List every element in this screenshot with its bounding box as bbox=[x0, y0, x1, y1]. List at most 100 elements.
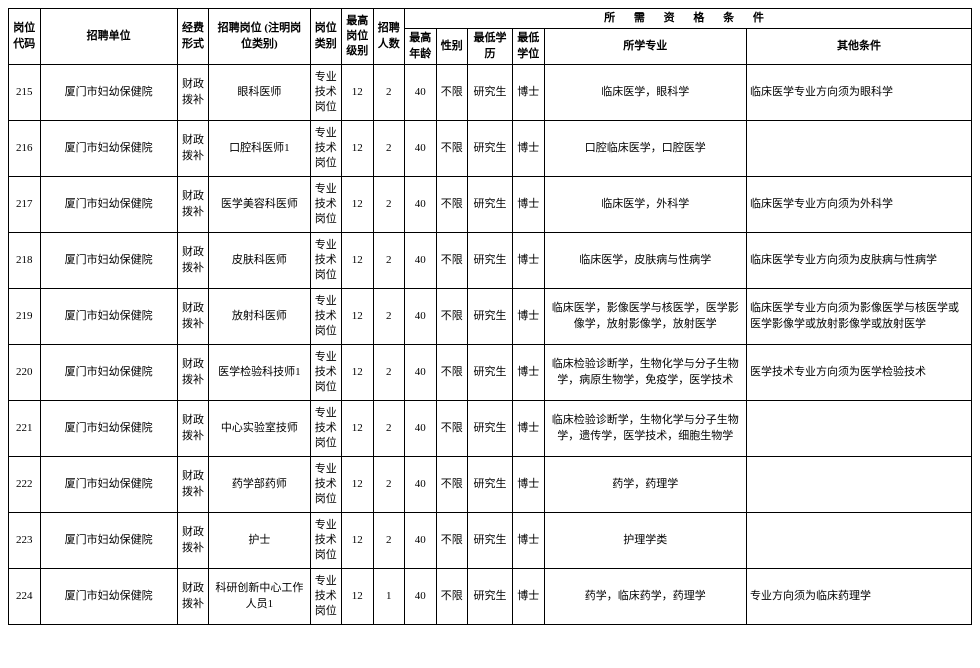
cell-age: 40 bbox=[405, 289, 437, 345]
cell-unit: 厦门市妇幼保健院 bbox=[40, 401, 177, 457]
cell-count: 2 bbox=[373, 513, 405, 569]
cell-deg: 博士 bbox=[513, 401, 545, 457]
cell-major: 临床医学，外科学 bbox=[544, 177, 747, 233]
cell-fund: 财政拨补 bbox=[177, 289, 209, 345]
cell-level: 12 bbox=[342, 569, 374, 625]
cell-other bbox=[747, 513, 972, 569]
cell-code: 216 bbox=[9, 121, 41, 177]
cell-other: 临床医学专业方向须为外科学 bbox=[747, 177, 972, 233]
cell-deg: 博士 bbox=[513, 345, 545, 401]
cell-category: 专业技术岗位 bbox=[310, 177, 342, 233]
cell-level: 12 bbox=[342, 345, 374, 401]
cell-fund: 财政拨补 bbox=[177, 121, 209, 177]
cell-code: 224 bbox=[9, 569, 41, 625]
cell-count: 2 bbox=[373, 345, 405, 401]
cell-age: 40 bbox=[405, 457, 437, 513]
cell-sex: 不限 bbox=[436, 513, 468, 569]
cell-category: 专业技术岗位 bbox=[310, 569, 342, 625]
cell-category: 专业技术岗位 bbox=[310, 513, 342, 569]
cell-major: 临床医学，影像医学与核医学，医学影像学，放射影像学，放射医学 bbox=[544, 289, 747, 345]
table-header: 岗位代码 招聘单位 经费形式 招聘岗位 (注明岗位类别) 岗位类别 最高岗位级别… bbox=[9, 9, 972, 65]
cell-sex: 不限 bbox=[436, 457, 468, 513]
cell-deg: 博士 bbox=[513, 457, 545, 513]
cell-major: 药学，药理学 bbox=[544, 457, 747, 513]
cell-level: 12 bbox=[342, 401, 374, 457]
cell-code: 218 bbox=[9, 233, 41, 289]
cell-other: 专业方向须为临床药理学 bbox=[747, 569, 972, 625]
cell-deg: 博士 bbox=[513, 121, 545, 177]
th-count: 招聘人数 bbox=[373, 9, 405, 65]
cell-position: 口腔科医师1 bbox=[209, 121, 310, 177]
cell-position: 皮肤科医师 bbox=[209, 233, 310, 289]
cell-category: 专业技术岗位 bbox=[310, 345, 342, 401]
cell-unit: 厦门市妇幼保健院 bbox=[40, 233, 177, 289]
cell-other: 临床医学专业方向须为影像医学与核医学或医学影像学或放射影像学或放射医学 bbox=[747, 289, 972, 345]
cell-major: 临床医学，皮肤病与性病学 bbox=[544, 233, 747, 289]
th-level: 最高岗位级别 bbox=[342, 9, 374, 65]
cell-unit: 厦门市妇幼保健院 bbox=[40, 289, 177, 345]
th-unit: 招聘单位 bbox=[40, 9, 177, 65]
table-row: 218厦门市妇幼保健院财政拨补皮肤科医师专业技术岗位12240不限研究生博士临床… bbox=[9, 233, 972, 289]
cell-code: 222 bbox=[9, 457, 41, 513]
cell-age: 40 bbox=[405, 65, 437, 121]
cell-category: 专业技术岗位 bbox=[310, 401, 342, 457]
cell-position: 医学检验科技师1 bbox=[209, 345, 310, 401]
cell-other: 临床医学专业方向须为眼科学 bbox=[747, 65, 972, 121]
cell-fund: 财政拨补 bbox=[177, 513, 209, 569]
cell-deg: 博士 bbox=[513, 569, 545, 625]
cell-code: 220 bbox=[9, 345, 41, 401]
cell-age: 40 bbox=[405, 569, 437, 625]
th-code: 岗位代码 bbox=[9, 9, 41, 65]
cell-unit: 厦门市妇幼保健院 bbox=[40, 177, 177, 233]
table-row: 217厦门市妇幼保健院财政拨补医学美容科医师专业技术岗位12240不限研究生博士… bbox=[9, 177, 972, 233]
cell-category: 专业技术岗位 bbox=[310, 65, 342, 121]
cell-unit: 厦门市妇幼保健院 bbox=[40, 457, 177, 513]
cell-age: 40 bbox=[405, 401, 437, 457]
cell-fund: 财政拨补 bbox=[177, 177, 209, 233]
cell-other bbox=[747, 121, 972, 177]
cell-code: 219 bbox=[9, 289, 41, 345]
cell-edu: 研究生 bbox=[468, 569, 513, 625]
cell-major: 临床医学，眼科学 bbox=[544, 65, 747, 121]
cell-fund: 财政拨补 bbox=[177, 345, 209, 401]
cell-position: 眼科医师 bbox=[209, 65, 310, 121]
cell-sex: 不限 bbox=[436, 233, 468, 289]
cell-count: 2 bbox=[373, 177, 405, 233]
cell-major: 药学，临床药学，药理学 bbox=[544, 569, 747, 625]
cell-unit: 厦门市妇幼保健院 bbox=[40, 65, 177, 121]
table-row: 224厦门市妇幼保健院财政拨补科研创新中心工作人员1专业技术岗位12140不限研… bbox=[9, 569, 972, 625]
cell-age: 40 bbox=[405, 513, 437, 569]
cell-major: 口腔临床医学，口腔医学 bbox=[544, 121, 747, 177]
cell-count: 1 bbox=[373, 569, 405, 625]
cell-category: 专业技术岗位 bbox=[310, 289, 342, 345]
cell-position: 医学美容科医师 bbox=[209, 177, 310, 233]
cell-age: 40 bbox=[405, 177, 437, 233]
cell-category: 专业技术岗位 bbox=[310, 233, 342, 289]
cell-level: 12 bbox=[342, 233, 374, 289]
th-age: 最高年龄 bbox=[405, 29, 437, 65]
cell-level: 12 bbox=[342, 457, 374, 513]
cell-fund: 财政拨补 bbox=[177, 65, 209, 121]
table-body: 215厦门市妇幼保健院财政拨补眼科医师专业技术岗位12240不限研究生博士临床医… bbox=[9, 65, 972, 625]
cell-other: 临床医学专业方向须为皮肤病与性病学 bbox=[747, 233, 972, 289]
cell-age: 40 bbox=[405, 121, 437, 177]
table-row: 220厦门市妇幼保健院财政拨补医学检验科技师1专业技术岗位12240不限研究生博… bbox=[9, 345, 972, 401]
cell-fund: 财政拨补 bbox=[177, 401, 209, 457]
table-row: 215厦门市妇幼保健院财政拨补眼科医师专业技术岗位12240不限研究生博士临床医… bbox=[9, 65, 972, 121]
cell-position: 中心实验室技师 bbox=[209, 401, 310, 457]
cell-count: 2 bbox=[373, 65, 405, 121]
th-fund: 经费形式 bbox=[177, 9, 209, 65]
cell-unit: 厦门市妇幼保健院 bbox=[40, 121, 177, 177]
cell-code: 223 bbox=[9, 513, 41, 569]
cell-deg: 博士 bbox=[513, 233, 545, 289]
cell-count: 2 bbox=[373, 457, 405, 513]
cell-code: 217 bbox=[9, 177, 41, 233]
th-group: 所 需 资 格 条 件 bbox=[405, 9, 972, 29]
th-deg: 最低学位 bbox=[513, 29, 545, 65]
cell-fund: 财政拨补 bbox=[177, 569, 209, 625]
cell-major: 护理学类 bbox=[544, 513, 747, 569]
cell-level: 12 bbox=[342, 177, 374, 233]
cell-level: 12 bbox=[342, 121, 374, 177]
cell-edu: 研究生 bbox=[468, 65, 513, 121]
cell-level: 12 bbox=[342, 513, 374, 569]
